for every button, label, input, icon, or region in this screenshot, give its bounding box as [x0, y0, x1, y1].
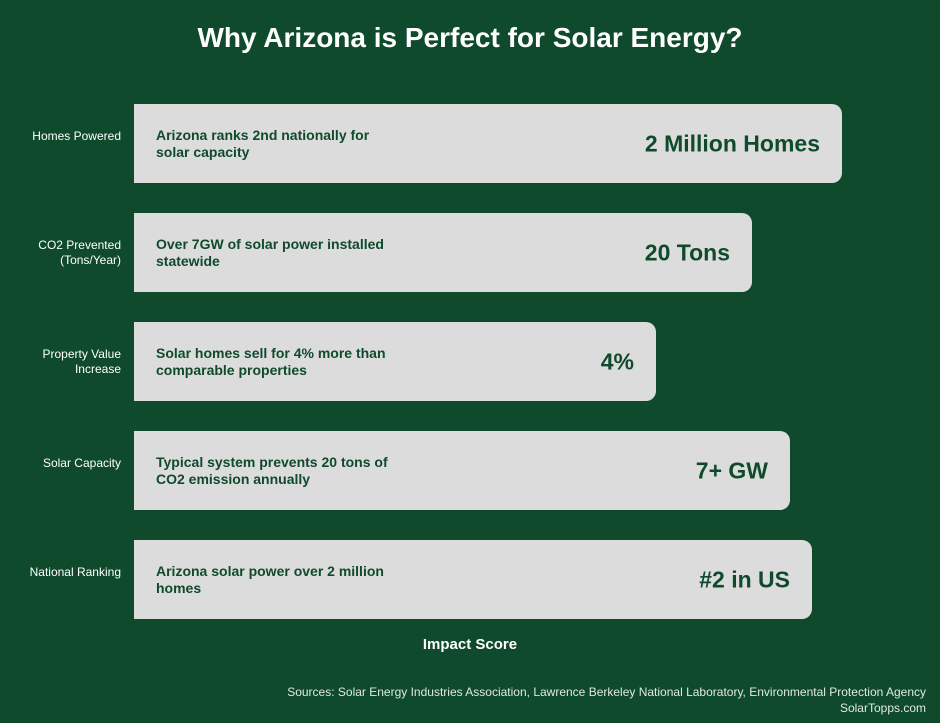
bar-description: Arizona solar power over 2 million homes [156, 562, 384, 596]
category-label: Solar Capacity [42, 455, 121, 470]
data-label: #2 in US [699, 566, 790, 592]
data-label: 2 Million Homes [644, 130, 820, 156]
sources-footer: Sources: Solar Energy Industries Associa… [287, 684, 926, 716]
bar-description: Arizona ranks 2nd nationally for solar c… [156, 126, 370, 160]
x-axis-label: Impact Score [422, 636, 518, 653]
data-label: 7+ GW [695, 457, 768, 483]
bar: Arizona solar power over 2 million homes… [134, 540, 812, 619]
sources-text: Sources: Solar Energy Industries Associa… [287, 685, 926, 699]
bar-description: Typical system prevents 20 tons of CO2 e… [156, 453, 388, 487]
site-name: SolarTopps.com [839, 701, 926, 715]
category-label: Homes Powered [32, 128, 121, 143]
category-label: CO2 Prevented (Tons/Year) [38, 237, 121, 267]
bar: Solar homes sell for 4% more than compar… [134, 322, 656, 401]
bar: Arizona ranks 2nd nationally for solar c… [134, 104, 842, 183]
data-label: 4% [600, 348, 634, 374]
category-label: National Ranking [29, 564, 121, 579]
chart-title: Why Arizona is Perfect for Solar Energy? [197, 22, 743, 53]
bar: Over 7GW of solar power installed statew… [134, 213, 752, 292]
bar: Typical system prevents 20 tons of CO2 e… [134, 431, 790, 510]
bar-description: Over 7GW of solar power installed statew… [156, 235, 384, 269]
data-label: 20 Tons [644, 239, 730, 265]
category-label: Property Value Increase [42, 346, 122, 376]
bar-description: Solar homes sell for 4% more than compar… [156, 344, 386, 378]
